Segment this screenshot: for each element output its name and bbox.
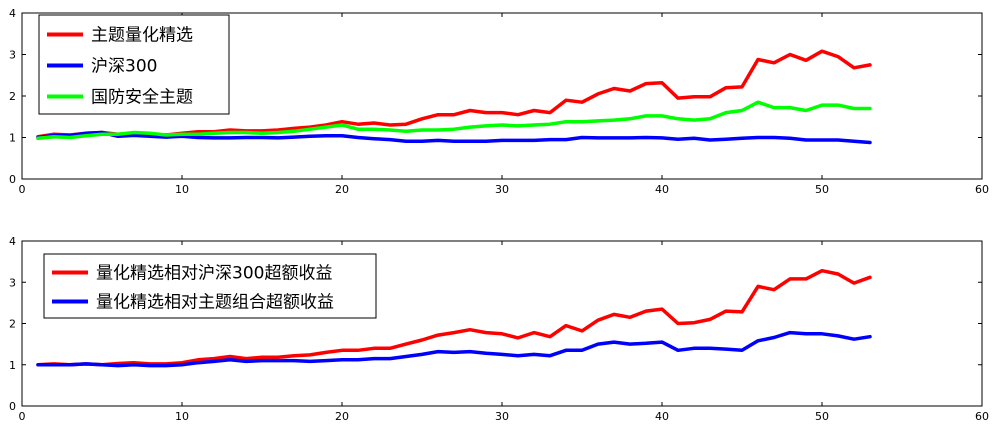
x-tick-label: 50 xyxy=(815,183,829,196)
y-tick-label: 1 xyxy=(9,359,16,372)
series-line-1 xyxy=(36,268,872,367)
legend-label: 沪深300 xyxy=(91,57,157,77)
x-tick-label: 40 xyxy=(655,183,669,196)
x-tick-label: 60 xyxy=(975,410,989,423)
legend-label: 主题量化精选 xyxy=(91,26,193,46)
x-tick-label: 10 xyxy=(175,410,189,423)
series-line-2 xyxy=(36,130,872,145)
x-tick-label: 10 xyxy=(175,183,189,196)
x-tick-label: 40 xyxy=(655,410,669,423)
y-tick-label: 2 xyxy=(9,318,16,331)
x-tick-label: 0 xyxy=(19,410,26,423)
series-line-3 xyxy=(36,100,872,141)
x-tick-label: 20 xyxy=(335,410,349,423)
x-tick-label: 0 xyxy=(19,183,26,196)
legend-label: 量化精选相对沪深300超额收益 xyxy=(96,264,332,284)
x-tick-label: 50 xyxy=(815,410,829,423)
legend-box xyxy=(43,253,377,319)
x-tick-label: 60 xyxy=(975,183,989,196)
legend-label: 国防安全主题 xyxy=(91,88,193,108)
x-tick-label: 30 xyxy=(495,410,509,423)
y-tick-label: 2 xyxy=(9,90,16,103)
y-tick-label: 1 xyxy=(9,132,16,145)
y-tick-label: 3 xyxy=(9,49,16,62)
y-tick-label: 3 xyxy=(9,276,16,289)
y-tick-label: 0 xyxy=(9,173,16,186)
chart-2: 0 10 20 30 40 50 60 0 1 2 3 4 量化精选相对沪深300超额收益量化精选相对主… xyxy=(9,235,989,423)
legend-label: 量化精选相对主题组合超额收益 xyxy=(96,293,334,313)
y-tick-label: 4 xyxy=(9,7,16,20)
series-line-2 xyxy=(36,330,872,368)
y-tick-label: 0 xyxy=(9,400,16,413)
y-tick-label: 4 xyxy=(9,235,16,248)
x-tick-label: 30 xyxy=(495,183,509,196)
x-tick-label: 20 xyxy=(335,183,349,196)
